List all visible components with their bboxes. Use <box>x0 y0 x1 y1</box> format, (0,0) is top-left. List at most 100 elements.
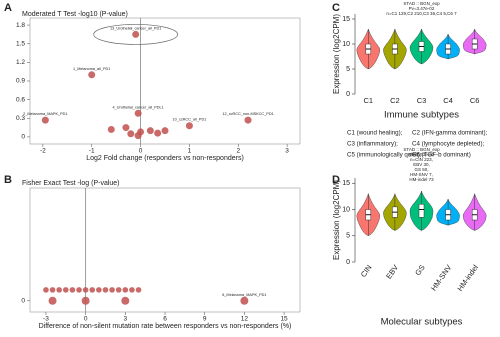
y-tick-label: 0 <box>346 91 350 98</box>
x-tick-label: 12 <box>241 316 249 323</box>
data-point <box>102 287 109 293</box>
x-tick-label: 3 <box>285 148 289 155</box>
x-tick-label: C2 <box>390 96 400 105</box>
data-point <box>43 287 49 293</box>
y-axis-label: Expression (log2CPM) <box>332 14 341 94</box>
data-point <box>146 127 154 135</box>
subtype-note: C2 (IFN-gamma dominant); <box>412 130 488 137</box>
y-tick-label: 15 <box>342 16 350 23</box>
data-point <box>62 287 69 293</box>
x-tick-label: -1 <box>89 148 95 155</box>
data-point <box>88 71 96 79</box>
panel-letter: D <box>332 174 340 186</box>
y-tick-label: 0 <box>21 134 25 141</box>
panel-subtitle: n=CIN 223, <box>410 157 433 162</box>
data-point <box>69 287 76 293</box>
y-tick-label: 10 <box>342 41 350 48</box>
panel-title: STAD :: BGN_exp <box>403 1 440 6</box>
x-axis-label: Difference of non-silent mutation rate b… <box>39 323 292 330</box>
x-tick-label: 3 <box>124 316 128 323</box>
data-point <box>109 287 115 293</box>
data-point <box>240 296 249 305</box>
x-tick-label: HM-indel <box>455 263 480 293</box>
x-tick-label: EBV <box>384 263 400 280</box>
x-tick-label: CIN <box>359 263 374 279</box>
panel-letter: C <box>332 2 340 14</box>
y-tick-label: 0.6 <box>16 96 25 103</box>
data-point <box>244 116 252 124</box>
point-label: 8_Melanoma_MAPK_PD1 <box>222 293 266 297</box>
x-tick-label: 0 <box>139 148 143 155</box>
subtype-note: C5 (immunologically quiet); <box>347 152 422 159</box>
data-point <box>56 287 62 293</box>
point-label: 2_Melanoma_MAPK_PD1 <box>23 112 67 116</box>
point-label: 1_Melanoma_all_PD1 <box>73 67 110 71</box>
point-label: 13_Urothelial_cancer_all_PD1 <box>110 26 161 30</box>
x-tick-label: GS <box>413 263 427 277</box>
x-tick-label: C1 <box>364 96 374 105</box>
y-tick-label: 10 <box>342 206 350 213</box>
data-point <box>185 122 193 130</box>
data-point <box>107 125 115 133</box>
panel-letter: A <box>4 2 12 14</box>
point-label: 4_Urothelial_cancer_all_PDL1 <box>112 105 163 109</box>
panel-title: Moderated T Test -log10 (P-value) <box>22 11 128 18</box>
subtype-note: C1 (wound healing); <box>347 130 403 137</box>
data-point <box>115 287 122 293</box>
panel-subtitle: GS 50, <box>414 167 428 172</box>
y-tick-label: 15 <box>342 180 350 187</box>
panel-subtitle: EBV 30, <box>413 162 430 167</box>
panel-letter: B <box>4 174 12 186</box>
y-tick-label: 5 <box>346 233 350 240</box>
data-point <box>129 287 135 293</box>
data-point <box>81 296 90 305</box>
panel-title: STAD :: BGN_exp <box>403 147 440 152</box>
panel-subtitle: HM-indel 73 <box>409 177 434 182</box>
x-tick-label: -2 <box>40 148 46 155</box>
data-point <box>121 296 130 305</box>
x-tick-label: C3 <box>417 96 427 105</box>
data-point <box>82 287 89 293</box>
y-tick-label: 0.3 <box>16 115 25 122</box>
subtype-note: C3 (inflammatory); <box>347 141 398 148</box>
x-tick-label: C6 <box>470 96 480 105</box>
data-point <box>132 30 140 38</box>
y-tick-label: 5 <box>346 66 350 73</box>
x-tick-label: 6 <box>163 316 167 323</box>
x-tick-label: 15 <box>280 316 288 323</box>
data-point <box>76 287 82 293</box>
data-point <box>41 116 49 124</box>
data-point <box>134 109 142 117</box>
x-tick-label: 0 <box>84 316 88 323</box>
data-point <box>135 287 142 293</box>
y-tick-label: 0.9 <box>16 78 25 85</box>
panel-subtitle: n=C1 129,C2 210,C3 36,C4 5,C6 7 <box>386 11 457 16</box>
data-point <box>127 130 135 138</box>
plot-frame <box>29 17 301 145</box>
y-tick-label: 0 <box>21 297 25 304</box>
panel-subtitle: Pv=2.63e-02 <box>409 152 435 157</box>
x-axis-label: Immune subtypes <box>384 110 459 121</box>
x-axis-label: Log2 Fold change (responders vs non-resp… <box>86 155 244 162</box>
data-point <box>89 287 96 293</box>
x-tick-label: 1 <box>188 148 192 155</box>
data-point <box>122 287 129 293</box>
point-label: 12_ccRCC_non-MSKCC_PD1 <box>222 112 273 116</box>
data-point <box>122 124 130 132</box>
panel-subtitle: HM-SNV 7, <box>410 172 433 177</box>
x-tick-label: 2 <box>236 148 240 155</box>
x-tick-label: 9 <box>203 316 207 323</box>
point-label: 10_ccRCC_all_PD1 <box>173 118 207 122</box>
data-point <box>48 296 57 305</box>
y-tick-label: 1.8 <box>16 22 25 29</box>
box <box>418 204 425 218</box>
y-tick-label: 1.5 <box>16 40 25 47</box>
panel-title: Fisher Exact Test -log (P-value) <box>22 180 120 187</box>
y-tick-label: 1.2 <box>16 59 25 66</box>
y-tick-label: 0 <box>346 259 350 266</box>
data-point <box>134 132 142 140</box>
x-tick-label: -3 <box>43 316 49 323</box>
data-point <box>154 129 162 137</box>
data-point <box>96 287 102 293</box>
